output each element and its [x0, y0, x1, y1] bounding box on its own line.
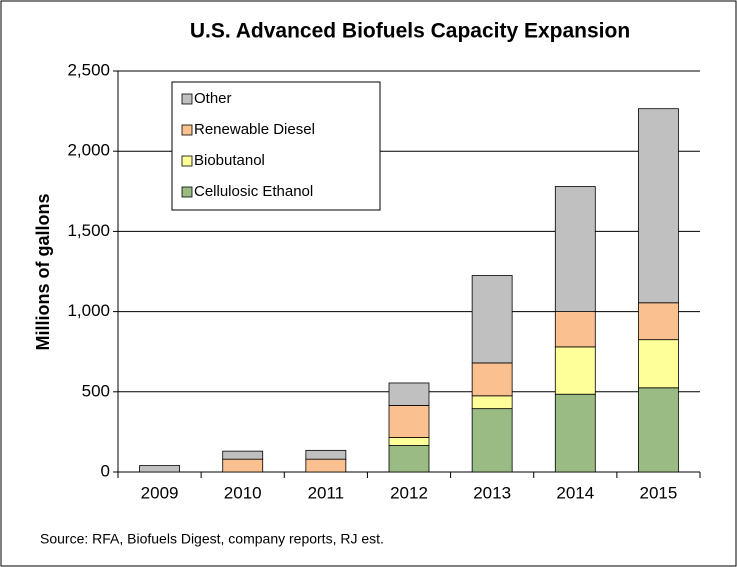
legend-label: Cellulosic Ethanol	[194, 183, 313, 200]
legend-label: Biobutanol	[194, 152, 265, 169]
legend-swatch	[181, 186, 193, 198]
legend-swatch	[181, 93, 193, 105]
legend-swatch	[181, 155, 193, 167]
x-tick-label: 2012	[390, 483, 428, 502]
bar-segment	[305, 449, 347, 460]
bar-segment	[554, 393, 596, 473]
source-note: Source: RFA, Biofuels Digest, company re…	[40, 531, 384, 547]
legend-swatch	[181, 124, 193, 136]
legend-box	[171, 81, 381, 211]
legend-label: Renewable Diesel	[194, 121, 315, 138]
bar-segment	[388, 405, 430, 438]
y-tick-label: 2,000	[67, 141, 110, 160]
x-tick-label: 2011	[308, 483, 345, 502]
chart-title: U.S. Advanced Biofuels Capacity Expansio…	[190, 20, 630, 43]
bar-segment	[554, 186, 596, 313]
x-tick-label: 2015	[640, 483, 678, 502]
bar-segment	[222, 458, 264, 473]
bar-segment	[471, 408, 513, 473]
bar-segment	[471, 275, 513, 364]
bar-segment	[638, 302, 679, 341]
bar-segment	[222, 450, 264, 460]
y-tick-label: 1,500	[67, 221, 110, 240]
bar-segment	[554, 346, 596, 395]
x-tick-label: 2013	[473, 483, 511, 502]
y-axis-label: Millions of gallons	[33, 194, 53, 351]
x-tick-label: 2009	[141, 483, 179, 502]
bar-segment	[471, 395, 513, 410]
bar-segment	[554, 311, 596, 348]
bar-segment	[388, 382, 430, 406]
x-tick-label: 2010	[224, 483, 262, 502]
bar-segment	[471, 362, 513, 397]
y-tick-label: 0	[101, 461, 110, 480]
y-tick-label: 2,500	[67, 60, 110, 79]
bar-segment	[638, 108, 679, 304]
bar-segment	[388, 437, 430, 446]
bar-segment	[139, 465, 180, 473]
x-tick-label: 2014	[556, 483, 594, 502]
bar-segment	[638, 387, 679, 473]
y-tick-label: 500	[82, 381, 110, 400]
bar-segment	[305, 458, 347, 473]
bar-segment	[388, 445, 430, 473]
y-tick-label: 1,000	[67, 301, 110, 320]
legend-label: Other	[194, 90, 232, 107]
bar-segment	[638, 339, 679, 389]
